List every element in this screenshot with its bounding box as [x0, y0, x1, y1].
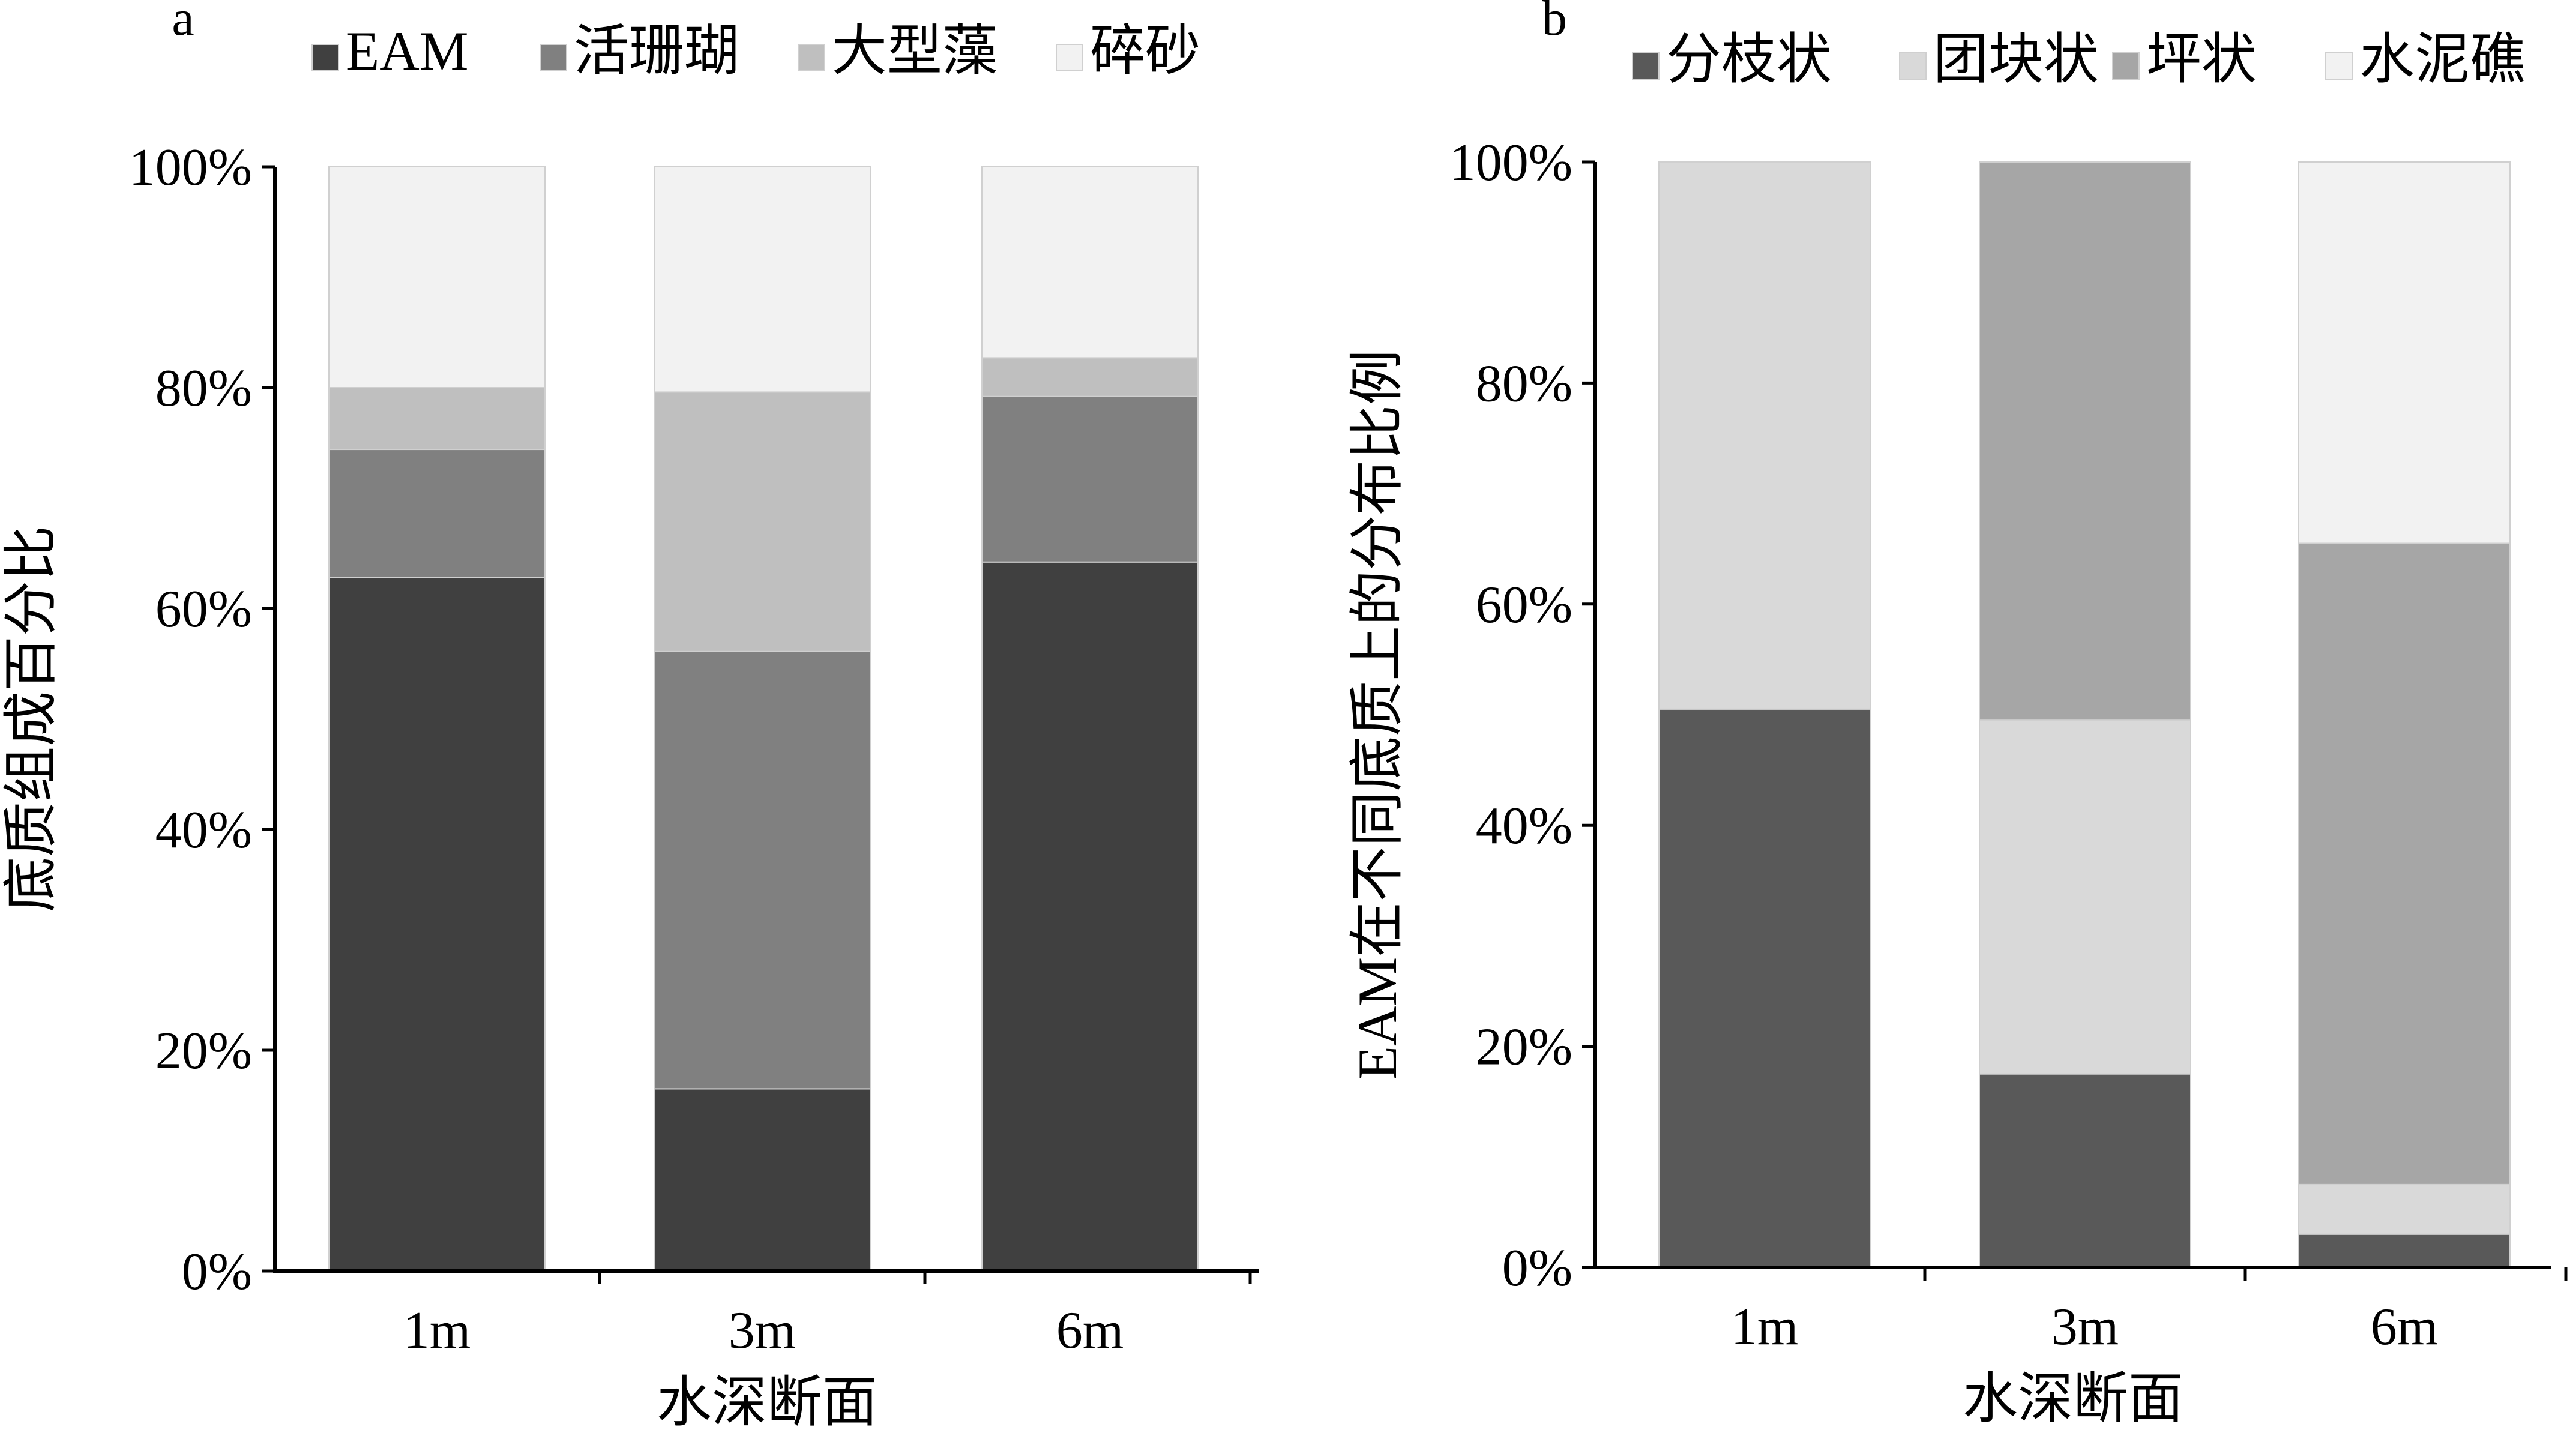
y-tick-label: 100% — [129, 139, 252, 197]
bar-segment-6m-大型藻 — [981, 357, 1199, 397]
y-tick-label: 100% — [1449, 134, 1572, 192]
legend-swatch — [2112, 52, 2140, 80]
chart-panel-a: a 0% 20% 40% 60% 80% 100% 1m 3m 6m 水深断面 底质组成百分比 EAM 活… — [1, 0, 1259, 1433]
bar-segment-1m-大型藻 — [328, 387, 546, 451]
bar-segment-6m-坪状 — [2298, 542, 2511, 1185]
bar-segment-1m-EAM — [328, 577, 546, 1272]
y-tick-label: 0% — [1502, 1239, 1572, 1297]
x-tick-label: 6m — [1056, 1302, 1124, 1360]
y-tick-label: 20% — [1476, 1018, 1572, 1077]
y-tick-label: 60% — [1476, 576, 1572, 634]
y-tick-label: 60% — [155, 580, 252, 638]
bar-segment-6m-分枝状 — [2298, 1233, 2511, 1268]
legend-swatch — [540, 44, 567, 71]
legend-swatch — [1899, 52, 1927, 80]
legend-label: 分枝状 — [1666, 29, 1832, 90]
bar-segment-3m-活珊瑚 — [654, 650, 871, 1090]
bar-segment-6m-水泥礁 — [2298, 161, 2511, 544]
y-tick-label: 0% — [182, 1243, 252, 1301]
legend-swatch — [311, 44, 339, 71]
x-axis-title: 水深断面 — [1963, 1368, 2183, 1429]
x-tick-label: 1m — [403, 1302, 471, 1360]
bar-segment-3m-碎砂 — [654, 166, 871, 393]
bar-segment-1m-活珊瑚 — [328, 449, 546, 578]
legend-label: 团块状 — [1933, 29, 2099, 90]
legend-swatch — [2325, 52, 2353, 80]
legend-label: 活珊瑚 — [574, 20, 739, 82]
y-axis-title: 底质组成百分比 — [1, 526, 62, 912]
bar-segment-3m-坪状 — [1979, 161, 2191, 721]
chart-panel-b: b 0% 20% 40% 60% 80% 100% 1m 3m 6m 水深断面 EAM在不同底质上的分… — [1347, 0, 2568, 1429]
bar-segment-3m-EAM — [654, 1088, 871, 1272]
legend-label: 坪状 — [2146, 29, 2257, 90]
x-tick-label: 3m — [2051, 1298, 2119, 1356]
legend-label: 水泥礁 — [2359, 29, 2525, 90]
bar-segment-3m-分枝状 — [1979, 1073, 2191, 1269]
legend-label: 碎砂 — [1090, 20, 1200, 82]
y-tick-label: 40% — [1476, 797, 1572, 855]
bar-segment-1m-团块状 — [1658, 161, 1871, 710]
legend-label: EAM — [346, 20, 468, 82]
legend-swatch — [798, 44, 825, 71]
x-tick-label: 3m — [729, 1302, 796, 1360]
bar-segment-3m-大型藻 — [654, 391, 871, 652]
y-tick-label: 20% — [155, 1022, 252, 1080]
x-axis-title: 水深断面 — [657, 1372, 877, 1433]
y-tick-label: 80% — [155, 359, 252, 418]
y-axis-title: EAM在不同底质上的分布比例 — [1347, 350, 1408, 1080]
panel-label: b — [1542, 0, 1567, 46]
x-tick-label: 6m — [2371, 1298, 2438, 1356]
legend-swatch — [1632, 52, 1660, 80]
panel-label: a — [172, 0, 194, 46]
legend-label: 大型藻 — [832, 20, 998, 82]
bar-segment-1m-分枝状 — [1658, 708, 1871, 1269]
y-tick-label: 40% — [155, 801, 252, 859]
x-tick-label: 1m — [1731, 1298, 1798, 1356]
legend-swatch — [1056, 44, 1083, 71]
bar-segment-6m-EAM — [981, 561, 1199, 1272]
bar-segment-6m-活珊瑚 — [981, 395, 1199, 563]
bar-segment-6m-碎砂 — [981, 166, 1199, 359]
y-tick-label: 80% — [1476, 355, 1572, 413]
bar-segment-6m-团块状 — [2298, 1183, 2511, 1235]
bar-segment-1m-碎砂 — [328, 166, 546, 388]
bar-segment-3m-团块状 — [1979, 719, 2191, 1075]
